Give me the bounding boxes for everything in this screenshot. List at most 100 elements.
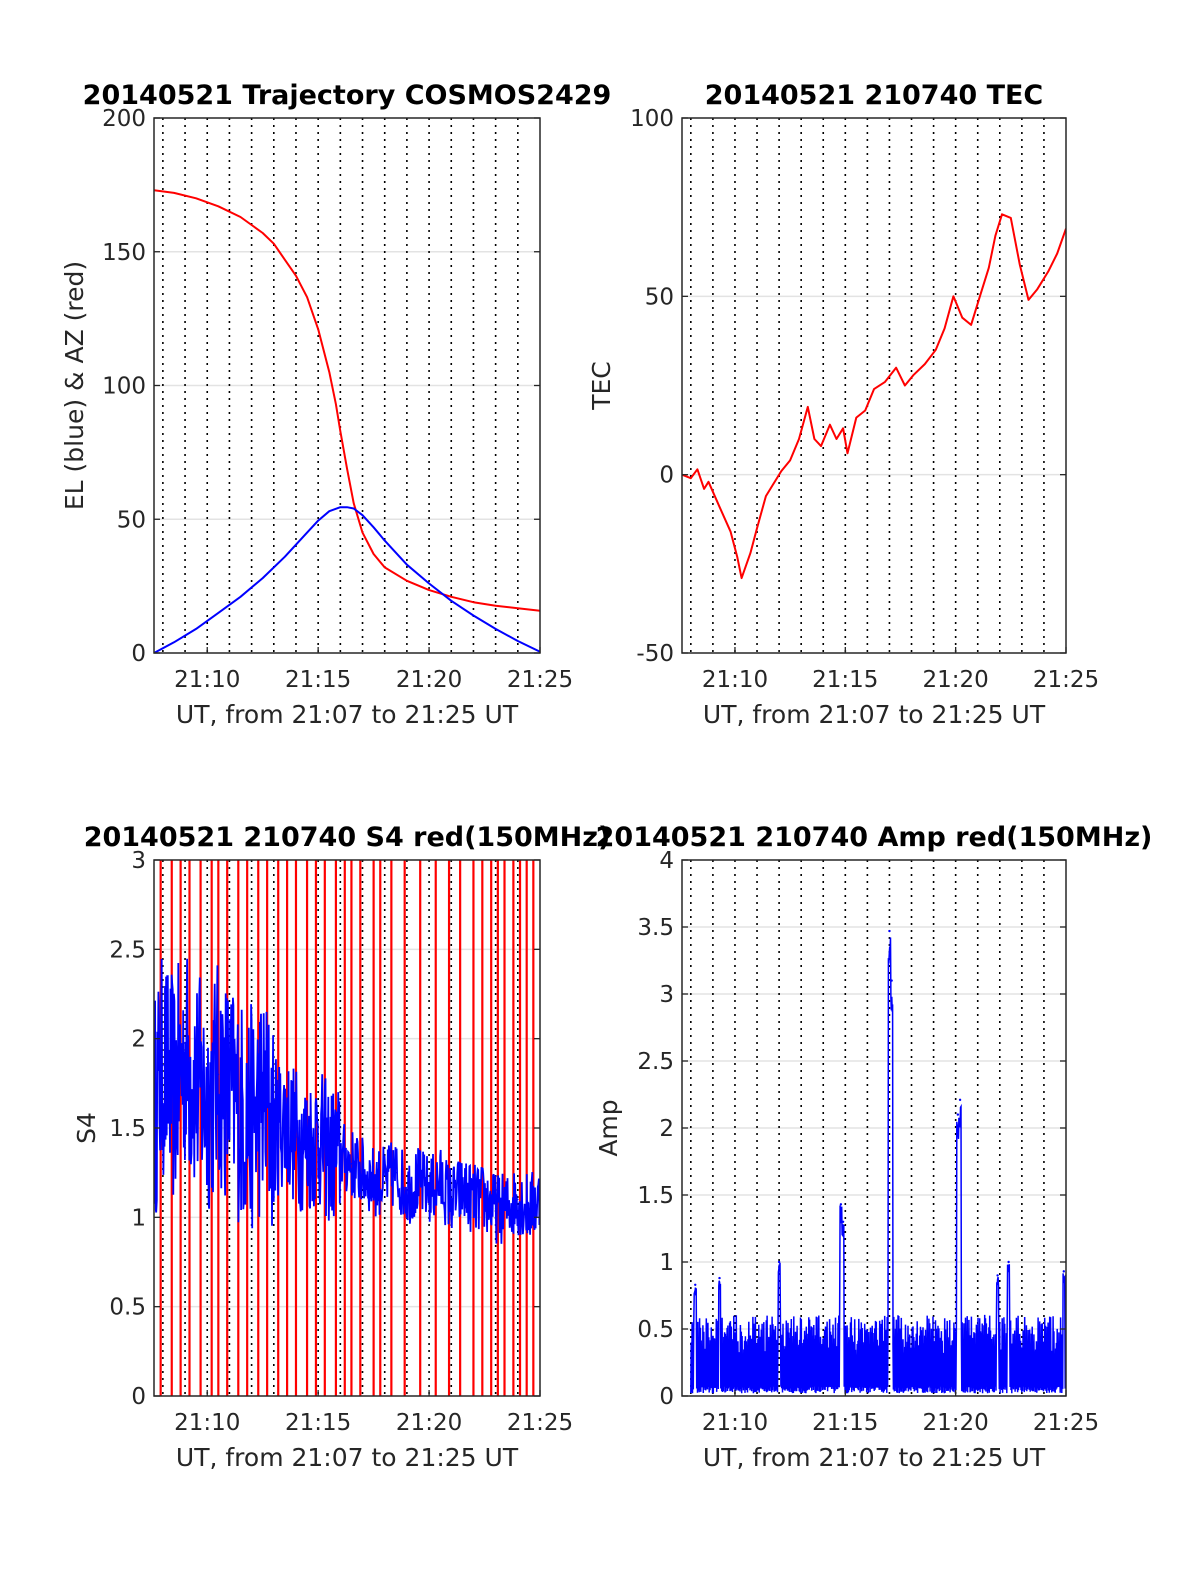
y-tick-label: 100 (630, 106, 674, 132)
y-tick-label: 0 (131, 1384, 146, 1410)
chart-title: 20140521 Trajectory COSMOS2429 (83, 80, 612, 111)
y-tick-label: 0.5 (637, 1317, 674, 1343)
amp-peak (777, 1260, 781, 1264)
s4-point (195, 1082, 197, 1085)
y-tick-label: 0 (659, 463, 674, 489)
y-tick-label: 2.5 (109, 937, 146, 963)
s4-point (339, 1154, 342, 1156)
x-tick-label: 21:20 (396, 667, 462, 693)
amp-peak (890, 979, 893, 982)
x-tick-label: 21:20 (396, 1410, 462, 1436)
s4-point (184, 1055, 186, 1058)
y-tick-label: 4 (659, 848, 674, 874)
x-tick-label: 21:25 (507, 1410, 573, 1436)
y-tick-label: 50 (117, 507, 146, 533)
y-tick-label: 1 (131, 1205, 146, 1231)
amp-peak (718, 1276, 721, 1280)
s4-point (417, 1180, 419, 1183)
x-tick-label: 21:15 (285, 1410, 351, 1436)
amp-trace (690, 937, 1066, 1394)
plot-area (154, 860, 540, 1396)
s4-point (239, 1109, 242, 1111)
amp-peak (1062, 1270, 1065, 1273)
s4-point (295, 1136, 297, 1138)
y-tick-label: 3 (659, 982, 674, 1008)
panel-s4: 0 0.5 1 1.5 2 2.5 3 21:10 21:15 21:20 21:25 2014052… (72, 822, 610, 1472)
s4-point (162, 1064, 164, 1067)
y-tick-label: 2 (659, 1116, 674, 1142)
y-tick-label: 0.5 (109, 1295, 146, 1321)
x-tick-label: 21:15 (812, 1410, 878, 1436)
x-tick-label: 21:25 (1033, 667, 1099, 693)
s4-point (505, 1207, 508, 1210)
s4-point (372, 1180, 375, 1183)
y-tick-label: 1.5 (109, 1116, 146, 1142)
x-axis-label: UT, from 21:07 to 21:25 UT (703, 1443, 1046, 1472)
s4-point (272, 1127, 275, 1129)
x-tick-label: 21:10 (174, 667, 240, 693)
y-tick-label: 200 (102, 106, 146, 132)
panel-tec: -50 0 50 100 21:10 21:15 21:20 21:25 20140521 21… (587, 80, 1099, 729)
s4-point (350, 1162, 353, 1165)
s4-point (306, 1145, 308, 1147)
amp-peak (841, 1220, 845, 1224)
x-axis-label: UT, from 21:07 to 21:25 UT (176, 700, 519, 729)
s4-point (395, 1171, 397, 1174)
chart-title: 20140521 210740 Amp red(150MHz) (596, 822, 1153, 853)
x-axis-label: UT, from 21:07 to 21:25 UT (703, 700, 1046, 729)
s4-point (472, 1198, 475, 1201)
s4-point (361, 1171, 364, 1174)
x-tick-label: 21:15 (812, 667, 878, 693)
panel-trajectory: 0 50 100 150 200 21:10 21:15 21:20 21:25 20140521… (60, 80, 611, 729)
s4-point (461, 1189, 464, 1192)
panel-amp: 0 0.5 1 1.5 2 2.5 3 3.5 4 21:10 21:15 21:20 21:25 201… (594, 822, 1152, 1472)
amp-peak (958, 1098, 962, 1102)
s4-point (328, 1154, 331, 1156)
x-tick-label: 21:10 (174, 1410, 240, 1436)
chart-title: 20140521 210740 S4 red(150MHz) (84, 822, 611, 853)
s4-point (428, 1189, 430, 1192)
s4-point (317, 1136, 319, 1138)
y-tick-label: 150 (102, 240, 146, 266)
s4-point (261, 1100, 264, 1102)
s4-point (483, 1198, 486, 1201)
s4-point (494, 1207, 497, 1210)
series-line (682, 213, 1066, 580)
s4-trace (154, 958, 540, 1244)
y-axis-label: EL (blue) & AZ (red) (60, 261, 89, 510)
x-tick-label: 21:15 (285, 667, 351, 693)
y-tick-label: 3.5 (637, 915, 674, 941)
s4-point (383, 1180, 386, 1183)
x-tick-label: 21:25 (507, 667, 573, 693)
series-line (154, 189, 540, 612)
axes-box (681, 117, 1067, 654)
plot-area (690, 929, 1066, 1394)
y-tick-label: 1.5 (637, 1183, 674, 1209)
s4-point (206, 1100, 209, 1102)
amp-peak (1007, 1260, 1010, 1264)
x-tick-label: 21:10 (702, 1410, 768, 1436)
amp-peak (839, 1203, 843, 1206)
s4-point (217, 1073, 220, 1076)
plot-area (154, 189, 540, 653)
y-tick-label: 1 (659, 1250, 674, 1276)
amp-peak (888, 929, 891, 933)
y-tick-label: 3 (131, 848, 146, 874)
y-tick-label: 50 (645, 284, 674, 310)
y-axis-label: S4 (72, 1112, 101, 1144)
y-axis-label: Amp (594, 1099, 623, 1156)
amp-peak (996, 1274, 999, 1277)
y-tick-label: 0 (659, 1384, 674, 1410)
y-tick-label: 2.5 (637, 1049, 674, 1075)
plot-area (682, 213, 1066, 580)
x-tick-label: 21:20 (923, 667, 989, 693)
chart-title: 20140521 210740 TEC (705, 80, 1044, 111)
y-axis-label: TEC (587, 361, 616, 411)
s4-point (517, 1198, 519, 1201)
s4-point (228, 1091, 231, 1094)
s4-point (284, 1118, 286, 1120)
x-tick-label: 21:10 (702, 667, 768, 693)
s4-point (250, 1118, 253, 1120)
x-tick-label: 21:20 (923, 1410, 989, 1436)
